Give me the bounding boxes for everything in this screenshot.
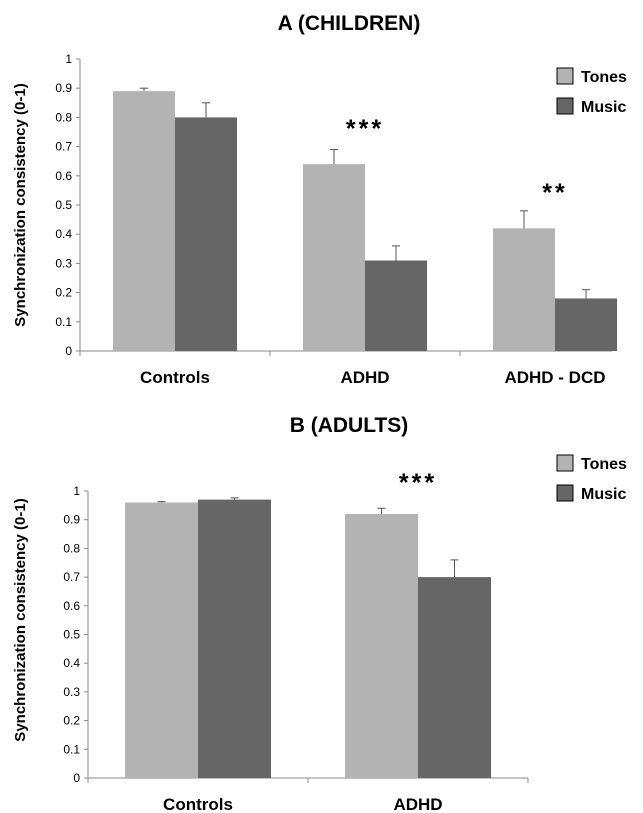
legend-swatch-tones: [556, 454, 574, 472]
bar-tones: [113, 91, 175, 352]
y-tick-label: 0.6: [55, 169, 72, 183]
y-tick-label: 1: [65, 52, 72, 66]
chart-title: B (ADULTS): [290, 414, 409, 437]
category-label: ADHD: [340, 368, 389, 387]
y-axis-label: Synchronization consistency (0-1): [12, 83, 29, 326]
y-tick-label: 0.9: [63, 513, 80, 527]
y-axis-label: Synchronization consistency (0-1): [12, 498, 29, 741]
y-tick-label: 0: [73, 771, 80, 785]
y-tick-label: 0.5: [63, 628, 80, 642]
y-tick-label: 0.5: [55, 198, 72, 212]
chart-b-adults: B (ADULTS) Synchronization consistency (…: [12, 414, 627, 813]
y-tick-label: 0: [65, 344, 72, 358]
bar-music: [418, 577, 491, 778]
bar-tones: [303, 164, 365, 351]
legend-swatch-music: [556, 484, 574, 502]
y-tick-label: 0.1: [63, 742, 80, 756]
y-tick-label: 1: [73, 484, 80, 498]
y-tick-label: 0.8: [63, 541, 80, 555]
significance-marker: ***: [399, 469, 437, 497]
category-label: ADHD - DCD: [504, 368, 605, 387]
y-tick-label: 0.3: [55, 256, 72, 270]
category-label: ADHD: [393, 795, 442, 813]
y-tick-label: 0.7: [63, 570, 80, 584]
y-tick-label: 0.4: [63, 656, 80, 670]
bar-music: [198, 499, 271, 778]
legend-label-tones: Tones: [581, 456, 627, 473]
y-tick-label: 0.8: [55, 110, 72, 124]
category-label: Controls: [163, 795, 233, 813]
legend-swatch-music: [556, 97, 574, 115]
significance-marker: **: [542, 179, 567, 207]
significance-marker: ***: [346, 115, 384, 143]
legend-swatch-tones: [556, 67, 574, 85]
bar-tones: [493, 228, 555, 351]
legend-label-tones: Tones: [581, 69, 627, 86]
bar-tones: [345, 513, 418, 778]
bar-music: [555, 298, 617, 351]
bar-tones: [125, 502, 198, 778]
legend-label-music: Music: [581, 99, 626, 116]
category-label: Controls: [140, 368, 210, 387]
bar-music: [365, 260, 427, 351]
chart-title: A (CHILDREN): [278, 12, 421, 35]
y-tick-label: 0.1: [55, 315, 72, 329]
y-tick-label: 0.9: [55, 81, 72, 95]
legend-label-music: Music: [581, 486, 626, 503]
y-tick-label: 0.6: [63, 599, 80, 613]
y-tick-label: 0.2: [55, 286, 72, 300]
y-tick-label: 0.4: [55, 227, 72, 241]
bar-music: [175, 117, 237, 352]
y-tick-label: 0.2: [63, 714, 80, 728]
y-tick-label: 0.3: [63, 685, 80, 699]
chart-a-children: A (CHILDREN) Synchronization consistency…: [12, 12, 627, 387]
y-tick-label: 0.7: [55, 140, 72, 154]
